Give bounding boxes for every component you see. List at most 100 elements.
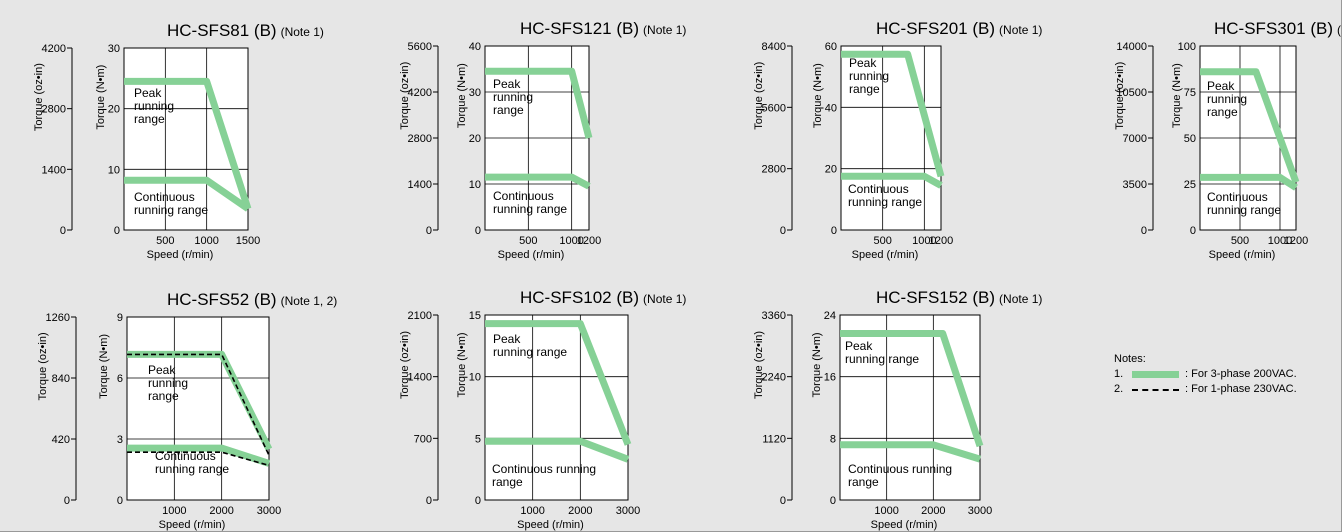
continuous-torque-curve	[485, 173, 591, 190]
continuous-range-label-line: Continuous	[1207, 190, 1268, 204]
plot-frame	[123, 47, 249, 231]
y-tick-label: 100	[1178, 41, 1196, 53]
chart-title-main: HC-SFS102 (B)	[520, 288, 639, 307]
chart-5: HC-SFS52 (B) (Note 1, 2) Peak running range C…	[37, 290, 337, 531]
continuous-torque-curve	[485, 437, 630, 463]
notes-legend: Notes: 1. : For 3-phase 200VAC. 2. : For…	[1114, 352, 1297, 397]
y-axis-label-ozin: Torque (oz•in)	[399, 331, 411, 399]
continuous-range-label-line: Continuous	[848, 182, 909, 196]
y-tick-label: 10	[469, 179, 481, 191]
peak-range-label-line: running range	[493, 345, 567, 359]
x-tick-label: 3000	[257, 505, 281, 517]
chart-title-note: (Note 1)	[643, 292, 686, 306]
ozin-tick-label: 2100	[408, 310, 432, 322]
continuous-range-label: Continuous running range	[134, 190, 208, 217]
ozin-tick-label: 3360	[762, 310, 786, 322]
continuous-range-label-line: Continuous	[155, 449, 216, 463]
x-tick-label: 500	[156, 235, 174, 247]
chart-6: HC-SFS102 (B) (Note 1) Peak running range Co…	[399, 288, 686, 531]
continuous-range-label-line: running range	[1207, 203, 1281, 217]
y-tick-label: 24	[824, 310, 836, 322]
peak-range-label-line: range	[1207, 105, 1238, 119]
peak-range-label-line: running	[493, 90, 533, 104]
plot-frame	[1199, 45, 1297, 231]
y-tick-label: 6	[117, 373, 123, 385]
y-tick-label: 0	[475, 495, 481, 507]
peak-range-label-line: range	[849, 82, 880, 96]
ozin-tick-label: 0	[64, 495, 70, 507]
chart-title: HC-SFS121 (B) (Note 1)	[520, 19, 686, 38]
ozin-tick-label: 0	[60, 225, 66, 237]
continuous-range-label-line: running range	[134, 203, 208, 217]
x-axis-label: Speed (r/min)	[852, 249, 919, 261]
y-axis-label-ozin: Torque (oz•in)	[399, 62, 411, 130]
peak-range-label-line: running range	[845, 352, 919, 366]
y-tick-label: 8	[830, 433, 836, 445]
continuous-range-label-line: range	[848, 475, 879, 489]
y-tick-label: 9	[117, 312, 123, 324]
peak-range-label-line: Peak	[134, 86, 162, 100]
peak-range-label: Peak running range	[845, 339, 919, 366]
y-tick-label: 3	[117, 434, 123, 446]
chart-title: HC-SFS152 (B) (Note 1)	[876, 288, 1042, 307]
chart-1: HC-SFS81 (B) (Note 1) Peak running range Cont…	[33, 21, 324, 261]
ozin-tick-label: 10500	[1116, 87, 1147, 99]
continuous-range-label: Continuous running range	[493, 189, 567, 216]
ozin-tick-label: 4200	[408, 87, 432, 99]
peak-range-label: Peak running range	[148, 363, 188, 403]
ozin-tick-label: 2240	[762, 372, 786, 384]
x-tick-label: 1000	[559, 235, 583, 247]
ozin-tick-label: 0	[426, 495, 432, 507]
plot-frame	[484, 314, 629, 501]
x-axis-label: Speed (r/min)	[1209, 249, 1276, 261]
peak-torque-curve	[1200, 68, 1300, 184]
peak-torque-curve	[840, 330, 984, 448]
peak-range-label-line: Peak	[493, 332, 521, 346]
continuous-range-label: Continuous running range	[848, 462, 952, 489]
y-tick-label: 20	[469, 133, 481, 145]
y-axis-label-nm: Torque (N•m)	[98, 334, 110, 399]
ozin-tick-label: 5600	[408, 41, 432, 53]
continuous-range-label: Continuous running range	[492, 462, 596, 489]
green-line-swatch	[1128, 370, 1183, 380]
x-tick-label: 2000	[921, 505, 945, 517]
continuous-range-label: Continuous running range	[155, 449, 229, 476]
peak-range-label-line: running	[148, 376, 188, 390]
y-axis-label-nm: Torque (N•m)	[811, 332, 823, 397]
y-tick-label: 30	[108, 43, 120, 55]
ozin-tick-label: 1400	[408, 372, 432, 384]
peak-range-label-line: range	[134, 112, 165, 126]
continuous-range-label-line: running range	[848, 195, 922, 209]
x-tick-label: 1000	[194, 235, 218, 247]
continuous-range-label-line: Continuous running	[848, 462, 952, 476]
x-tick-label: 1000	[912, 235, 936, 247]
ozin-tick-label: 1120	[762, 433, 786, 445]
y-tick-label: 30	[469, 87, 481, 99]
continuous-range-label-line: Continuous	[134, 190, 195, 204]
ozin-tick-label: 0	[426, 225, 432, 237]
y-tick-label: 5	[475, 433, 481, 445]
y-tick-label: 0	[831, 225, 837, 237]
x-tick-label: 1200	[1284, 235, 1308, 247]
y-tick-label: 40	[825, 102, 837, 114]
ozin-tick-label: 5600	[762, 102, 786, 114]
chart-title-note: (Note 1)	[1337, 23, 1342, 37]
x-tick-label: 1200	[929, 235, 953, 247]
peak-range-label-line: Peak	[845, 339, 873, 353]
x-tick-label: 1000	[1268, 235, 1292, 247]
y-axis-label-ozin: Torque (oz•in)	[33, 63, 45, 131]
chart-title-note: (Note 1, 2)	[281, 294, 338, 308]
plot-area	[840, 315, 980, 500]
y-tick-label: 15	[469, 310, 481, 322]
dashed-line-swatch	[1128, 385, 1183, 395]
plot-frame	[839, 314, 981, 501]
ozin-tick-label: 1400	[408, 179, 432, 191]
x-axis-label: Speed (r/min)	[517, 519, 584, 531]
chart-2: HC-SFS121 (B) (Note 1) Peak running range Con…	[399, 19, 686, 261]
chart-3: HC-SFS201 (B) (Note 1) Peak running range Con…	[753, 19, 1042, 261]
x-axis-label: Speed (r/min)	[871, 519, 938, 531]
ozin-tick-label: 0	[1141, 225, 1147, 237]
ozin-tick-label: 14000	[1116, 41, 1147, 53]
y-axis-label-ozin: Torque (oz•in)	[37, 332, 49, 400]
